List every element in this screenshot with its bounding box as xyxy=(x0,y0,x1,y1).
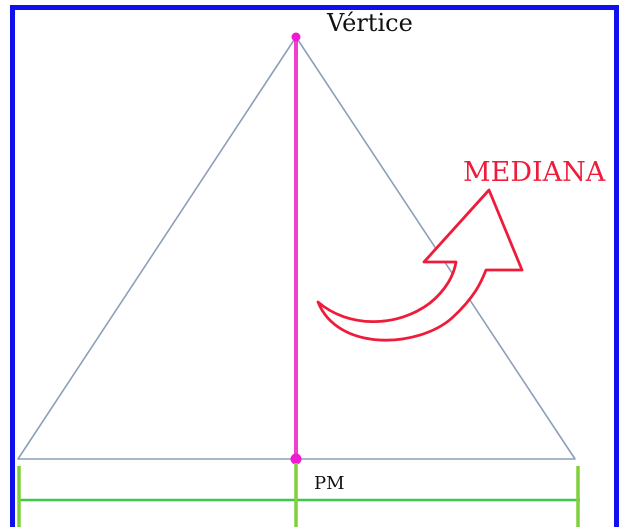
midpoint-label: PM xyxy=(314,473,345,494)
frame xyxy=(10,5,619,527)
midpoint-point xyxy=(290,453,302,465)
base-measure xyxy=(17,463,580,527)
vertex-point xyxy=(291,32,301,42)
vertex-label: Vértice xyxy=(326,9,413,37)
curved-arrow-icon xyxy=(316,188,524,342)
median-label: MEDIANA xyxy=(463,157,606,188)
